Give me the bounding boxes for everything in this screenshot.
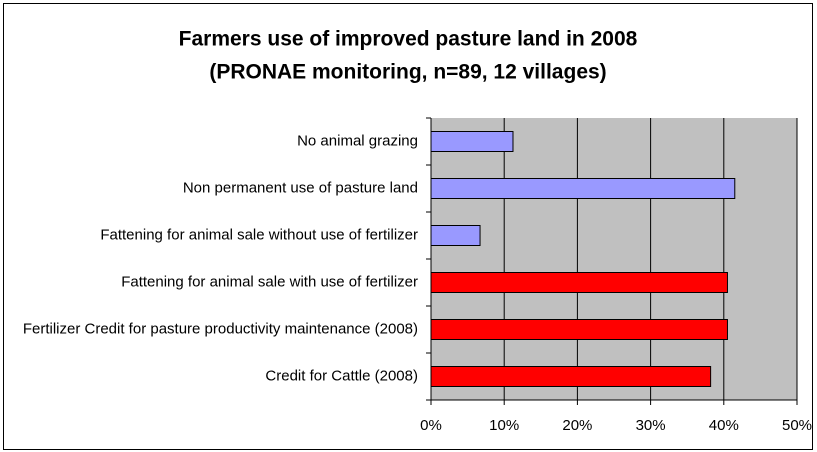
- x-tick-label: 40%: [709, 417, 739, 434]
- bar: [430, 131, 514, 152]
- bar: [430, 225, 481, 246]
- y-tick-label: Fattening for animal sale without use of…: [100, 226, 418, 243]
- x-tick-label: 50%: [782, 417, 812, 434]
- y-tick-label: Fertilizer Credit for pasture productivi…: [23, 320, 418, 337]
- x-tick-label: 10%: [489, 417, 519, 434]
- x-tick-label: 30%: [636, 417, 666, 434]
- bar: [430, 178, 736, 199]
- bar: [430, 319, 728, 340]
- y-tick-label: No animal grazing: [297, 132, 418, 149]
- chart-title: Farmers use of improved pasture land in …: [179, 28, 638, 51]
- x-tick-label: 20%: [562, 417, 592, 434]
- y-tick-label: Credit for Cattle (2008): [265, 367, 418, 384]
- y-tick-label: Non permanent use of pasture land: [183, 179, 418, 196]
- plot-area: [431, 118, 797, 400]
- chart-title: (PRONAE monitoring, n=89, 12 villages): [209, 61, 606, 84]
- bar: [430, 272, 728, 293]
- bar: [430, 366, 712, 387]
- y-tick-label: Fattening for animal sale with use of fe…: [121, 273, 418, 290]
- x-tick-label: 0%: [420, 417, 442, 434]
